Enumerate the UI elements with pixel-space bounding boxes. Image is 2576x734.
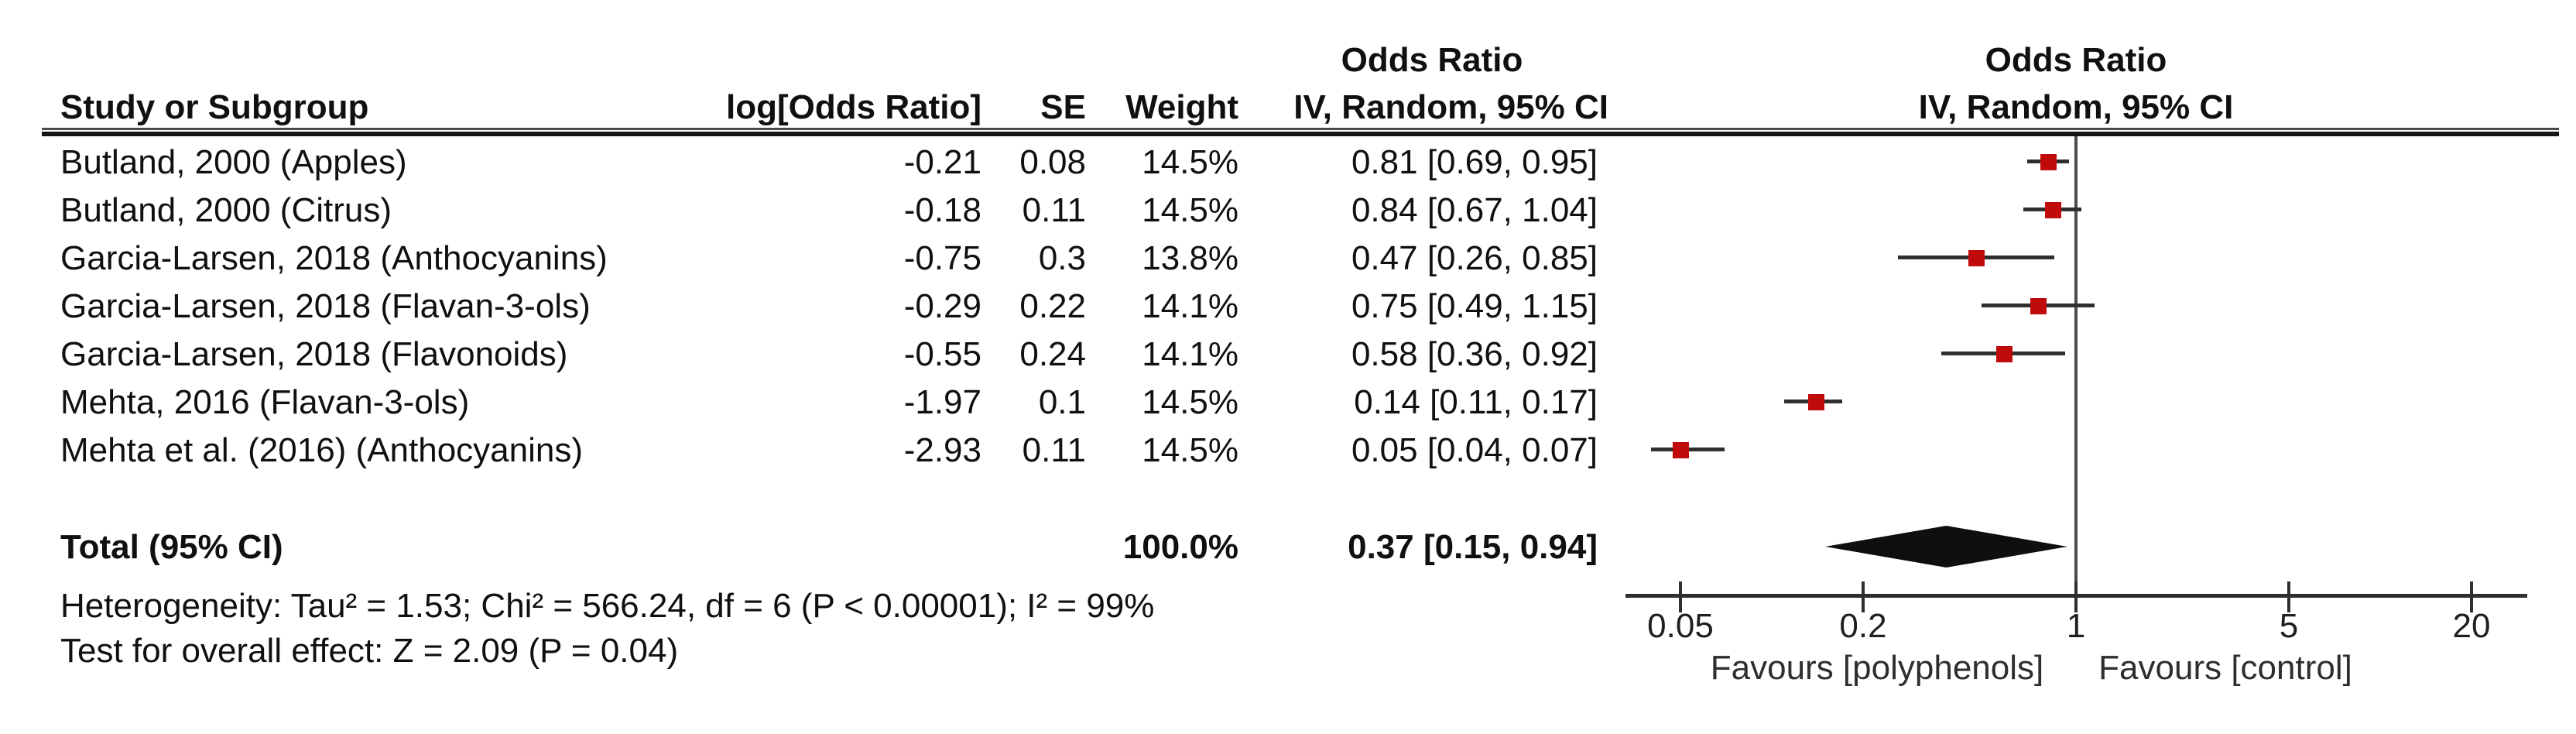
total-label: Total (95% CI) xyxy=(60,528,283,566)
se-value: 0.11 xyxy=(1022,191,1086,229)
point-estimate-marker xyxy=(1808,394,1824,410)
weight-value: 14.5% xyxy=(1142,383,1238,421)
study-label: Garcia-Larsen, 2018 (Flavan-3-ols) xyxy=(60,287,591,325)
point-estimate-marker xyxy=(2030,298,2047,314)
se-value: 0.24 xyxy=(1019,335,1086,373)
favours-left-label: Favours [polyphenols] xyxy=(1710,649,2044,687)
point-estimate-marker xyxy=(1968,250,1985,266)
favours-right-label: Favours [control] xyxy=(2098,649,2352,687)
header-or-plot-line1: Odds Ratio xyxy=(1985,41,2167,79)
se-value: 0.11 xyxy=(1022,431,1086,469)
total-weight: 100.0% xyxy=(1122,528,1238,566)
x-tick xyxy=(2074,581,2078,612)
x-tick-label: 1 xyxy=(2066,607,2086,645)
study-label: Butland, 2000 (Apples) xyxy=(60,143,407,181)
x-tick xyxy=(1862,581,1865,612)
se-value: 0.1 xyxy=(1038,383,1086,421)
study-label: Garcia-Larsen, 2018 (Flavonoids) xyxy=(60,335,568,373)
x-tick-label: 20 xyxy=(2452,607,2491,645)
or-ci-value: 0.05 [0.04, 0.07] xyxy=(1351,431,1598,469)
log-odds-ratio-value: -0.75 xyxy=(903,239,981,277)
point-estimate-marker xyxy=(1673,442,1689,458)
study-label: Butland, 2000 (Citrus) xyxy=(60,191,392,229)
log-odds-ratio-value: -2.93 xyxy=(903,431,981,469)
or-ci-value: 0.14 [0.11, 0.17] xyxy=(1354,383,1598,421)
or-ci-value: 0.81 [0.69, 0.95] xyxy=(1351,143,1598,181)
header-log-odds-ratio: log[Odds Ratio] xyxy=(726,88,981,126)
or-ci-value: 0.58 [0.36, 0.92] xyxy=(1351,335,1598,373)
weight-value: 14.5% xyxy=(1142,143,1238,181)
x-tick-label: 0.05 xyxy=(1647,607,1714,645)
study-label: Garcia-Larsen, 2018 (Anthocyanins) xyxy=(60,239,608,277)
weight-value: 14.5% xyxy=(1142,191,1238,229)
study-label: Mehta, 2016 (Flavan-3-ols) xyxy=(60,383,470,421)
or-ci-value: 0.75 [0.49, 1.15] xyxy=(1351,287,1598,325)
header-weight: Weight xyxy=(1125,88,1238,126)
header-or-plot-line2: IV, Random, 95% CI xyxy=(1918,88,2234,126)
header-or-left-line2: IV, Random, 95% CI xyxy=(1293,88,1608,126)
x-tick xyxy=(2287,581,2290,612)
header-or-left-line1: Odds Ratio xyxy=(1341,41,1523,79)
header-rule-bottom xyxy=(42,132,2559,136)
x-tick xyxy=(1679,581,1682,612)
point-estimate-marker xyxy=(2045,202,2061,218)
overall-effect-note: Test for overall effect: Z = 2.09 (P = 0… xyxy=(60,632,679,670)
x-tick-label: 0.2 xyxy=(1839,607,1887,645)
log-odds-ratio-value: -1.97 xyxy=(903,383,981,421)
weight-value: 14.1% xyxy=(1142,287,1238,325)
point-estimate-marker xyxy=(1996,346,2012,362)
se-value: 0.22 xyxy=(1019,287,1086,325)
se-value: 0.08 xyxy=(1019,143,1086,181)
study-label: Mehta et al. (2016) (Anthocyanins) xyxy=(60,431,584,469)
x-tick xyxy=(2470,581,2473,612)
null-line xyxy=(2074,136,2078,595)
log-odds-ratio-value: -0.55 xyxy=(903,335,981,373)
weight-value: 14.5% xyxy=(1142,431,1238,469)
log-odds-ratio-value: -0.21 xyxy=(903,143,981,181)
heterogeneity-note: Heterogeneity: Tau² = 1.53; Chi² = 566.2… xyxy=(60,587,1155,625)
se-value: 0.3 xyxy=(1038,239,1086,277)
total-or-ci: 0.37 [0.15, 0.94] xyxy=(1348,528,1598,566)
log-odds-ratio-value: -0.29 xyxy=(903,287,981,325)
x-tick-label: 5 xyxy=(2279,607,2299,645)
header-se: SE xyxy=(1040,88,1086,126)
log-odds-ratio-value: -0.18 xyxy=(903,191,981,229)
weight-value: 14.1% xyxy=(1142,335,1238,373)
weight-value: 13.8% xyxy=(1142,239,1238,277)
header-study: Study or Subgroup xyxy=(60,88,369,126)
header-rule-top xyxy=(42,128,2559,130)
or-ci-value: 0.84 [0.67, 1.04] xyxy=(1351,191,1598,229)
pooled-diamond xyxy=(1825,526,2067,568)
point-estimate-marker xyxy=(2040,154,2057,170)
or-ci-value: 0.47 [0.26, 0.85] xyxy=(1351,239,1598,277)
